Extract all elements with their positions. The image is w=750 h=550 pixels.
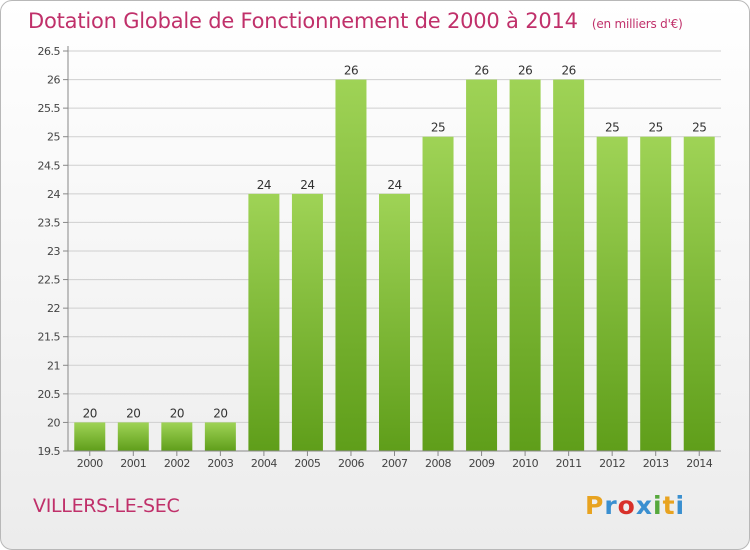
x-tick-label: 2001 (120, 457, 146, 470)
x-tick-label: 2014 (686, 457, 712, 470)
y-tick-label: 23 (47, 245, 60, 258)
x-tick-label: 2003 (207, 457, 233, 470)
data-label-2001: 20 (126, 406, 140, 420)
data-label-2014: 25 (692, 121, 706, 135)
y-tick-label: 22 (47, 302, 60, 315)
y-tick-label: 24 (47, 188, 60, 201)
axes-group: 19.5 20 20.5 21 21.5 22 22.5 23 23.5 24 24.5 25 25.5… (38, 45, 721, 470)
bar-2002 (161, 422, 193, 451)
bar-2003 (204, 422, 236, 451)
y-tick-label: 20.5 (38, 388, 61, 401)
proxiti-logo: Proxiti (585, 491, 685, 520)
y-tick-label: 21 (47, 359, 60, 372)
logo-letter: t (662, 491, 676, 520)
data-label-2005: 24 (300, 178, 314, 192)
bar-2011 (553, 79, 585, 452)
x-tick-label: 2006 (338, 457, 364, 470)
y-tick-label: 21.5 (38, 331, 61, 344)
chart-subtitle: (en milliers d'€) (591, 17, 683, 31)
bar-2004 (248, 193, 280, 451)
x-tick-label: 2009 (469, 457, 495, 470)
x-tick-label: 2013 (643, 457, 669, 470)
data-label-2008: 25 (431, 121, 445, 135)
data-label-2004: 24 (257, 178, 271, 192)
bar-2008 (422, 136, 454, 451)
y-tick-label: 26 (47, 74, 60, 87)
y-tick-label: 19.5 (38, 445, 61, 458)
data-label-2002: 20 (170, 406, 184, 420)
bar-2000 (74, 422, 106, 451)
data-label-2010: 26 (518, 64, 532, 78)
commune-name: VILLERS-LE-SEC (33, 495, 180, 517)
bar-2014 (683, 136, 715, 451)
data-label-2012: 25 (605, 121, 619, 135)
data-label-2011: 26 (561, 64, 575, 78)
y-tick-label: 23.5 (38, 216, 61, 229)
x-tick-label: 2002 (164, 457, 190, 470)
data-label-2000: 20 (83, 406, 97, 420)
bars-group: 20 20 20 20 24 24 26 24 25 26 26 26 25 25 25 (74, 64, 715, 452)
y-tick-label: 24.5 (38, 159, 61, 172)
bar-2006 (335, 79, 367, 452)
data-label-2007: 24 (387, 178, 401, 192)
data-label-2006: 26 (344, 64, 358, 78)
bar-2007 (379, 193, 410, 451)
bar-2005 (291, 193, 323, 451)
bar-2012 (596, 136, 628, 451)
bar-2009 (466, 79, 498, 452)
x-tick-label: 2007 (382, 457, 408, 470)
bar-2010 (509, 79, 541, 452)
data-label-2013: 25 (649, 121, 663, 135)
x-tick-label: 2004 (251, 457, 277, 470)
bar-2001 (117, 422, 149, 451)
x-tick-label: 2005 (294, 457, 320, 470)
bar-2013 (640, 136, 672, 451)
x-tick-label: 2008 (425, 457, 451, 470)
chart-title: Dotation Globale de Fonctionnement de 20… (28, 9, 683, 33)
y-tick-label: 20 (47, 416, 60, 429)
data-label-2003: 20 (213, 406, 227, 420)
logo-letter: i (653, 491, 663, 520)
y-tick-label: 25 (47, 131, 60, 144)
logo-letter: i (675, 491, 686, 520)
logo-letter: x (635, 491, 653, 520)
chart-title-text: Dotation Globale de Fonctionnement de 20… (28, 9, 578, 33)
x-tick-label: 2011 (556, 457, 582, 470)
logo-letter: o (617, 491, 636, 520)
x-tick-label: 2010 (512, 457, 538, 470)
x-tick-label: 2000 (77, 457, 103, 470)
logo-letter: P (585, 491, 605, 520)
y-tick-label: 26.5 (38, 45, 61, 58)
y-tick-label: 25.5 (38, 102, 61, 115)
x-tick-label: 2012 (599, 457, 625, 470)
logo-letter: r (604, 491, 618, 520)
y-tick-label: 22.5 (38, 274, 61, 287)
data-label-2009: 26 (474, 64, 488, 78)
